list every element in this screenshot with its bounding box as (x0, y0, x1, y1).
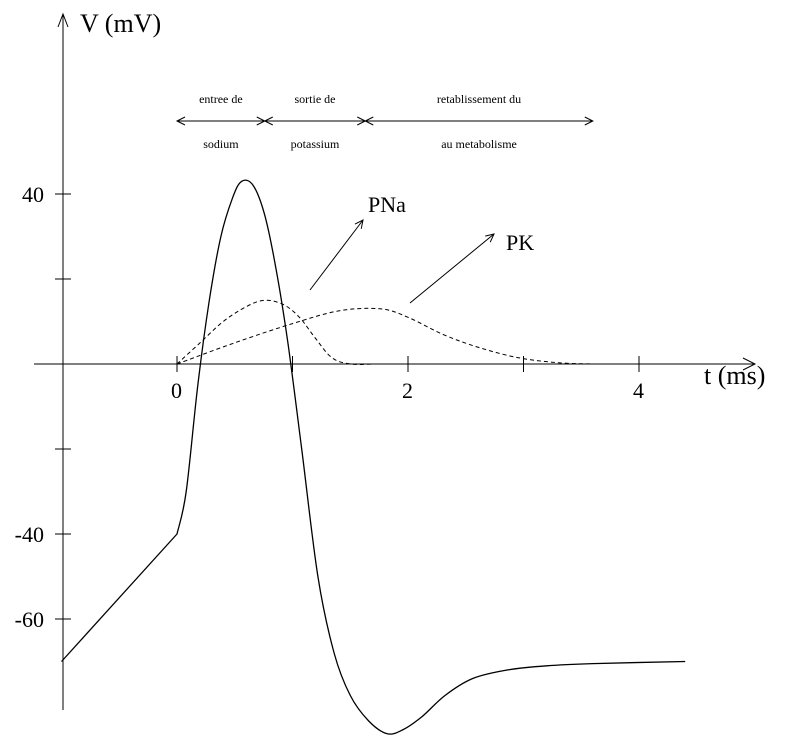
membrane-potential-curve (61, 179, 686, 735)
x-tick-label: 4 (633, 378, 644, 403)
annotation-pointer (409, 233, 495, 304)
pk-curve (176, 307, 593, 365)
annotation-arrowhead (354, 219, 364, 229)
phase-arrowhead-left (364, 116, 374, 126)
phase-label-bottom: potassium (291, 137, 340, 151)
phase-arrowhead-right (584, 116, 594, 126)
x-tick-label: 0 (171, 378, 182, 403)
phase-label-bottom: sodium (203, 137, 239, 151)
phase-label-top: sortie de (295, 92, 336, 106)
pna-curve (176, 299, 374, 365)
phase-arrowhead-left (175, 116, 186, 126)
axes: V (mV) t (ms) (34, 9, 765, 710)
y-tick-label: -40 (15, 522, 44, 547)
x-axis-label: t (ms) (704, 361, 765, 390)
x-axis-arrowhead (742, 357, 757, 371)
y-axis-label: V (mV) (80, 9, 161, 38)
x-tick-label: 2 (402, 378, 413, 403)
y-tick-label: 40 (22, 182, 44, 207)
phase-arrowhead-left (263, 116, 274, 126)
annotation-label-pna: PNa (368, 192, 406, 217)
phase-label-top: entree de (199, 92, 243, 106)
phase-annotations: entree de sodium sortie de potassium retabli… (175, 92, 594, 151)
ticks: 0 2 4 40 -40 -60 (15, 182, 644, 632)
annotation-label-pk: PK (506, 230, 534, 255)
curves (61, 179, 686, 735)
phase-label-bottom: au metabolisme (441, 137, 517, 151)
y-tick-label: -60 (15, 607, 44, 632)
curve-annotations: PNa PK (309, 192, 534, 304)
annotation-pointer (309, 219, 364, 291)
phase-label-top: retablissement du (437, 92, 521, 106)
y-axis-arrowhead (57, 12, 69, 28)
annotation-arrowhead (485, 233, 495, 243)
